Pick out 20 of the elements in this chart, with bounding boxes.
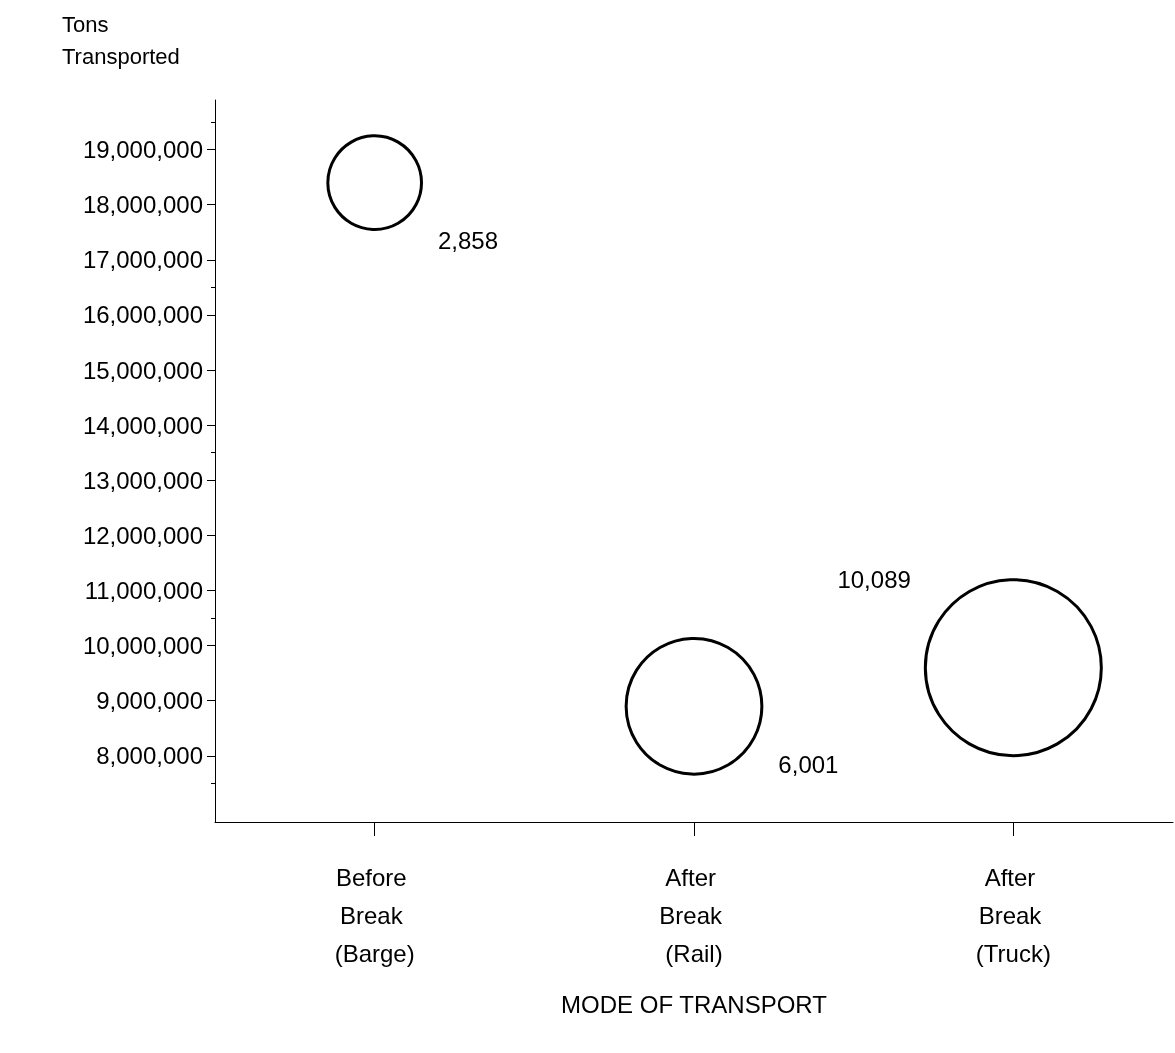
y-tick-label: 16,000,000 [82, 301, 203, 329]
y-tick-label: 13,000,000 [82, 466, 203, 494]
y-tick-label: 8,000,000 [96, 742, 203, 770]
x-tick-label: Before Break (Barge) [334, 863, 415, 967]
x-tick-label: After Break (Rail) [659, 863, 729, 967]
y-tick-label: 19,000,000 [82, 136, 203, 164]
y-tick-label: 15,000,000 [82, 356, 203, 384]
x-tick-label: After Break (Truck) [975, 863, 1051, 967]
x-axis-title: MODE OF TRANSPORT [561, 990, 828, 1018]
y-tick-label: 17,000,000 [82, 246, 203, 274]
data-label: 2,858 [438, 227, 499, 255]
y-axis-title: Tons Transported [62, 11, 180, 69]
y-tick-label: 11,000,000 [84, 577, 203, 605]
data-label: 6,001 [778, 750, 839, 778]
y-tick-label: 14,000,000 [82, 411, 203, 439]
y-tick-label: 12,000,000 [82, 521, 203, 549]
y-tick-label: 10,000,000 [82, 632, 203, 660]
y-tick-label: 9,000,000 [96, 687, 203, 715]
y-tick-label: 18,000,000 [82, 191, 203, 219]
data-label: 10,089 [837, 566, 911, 594]
